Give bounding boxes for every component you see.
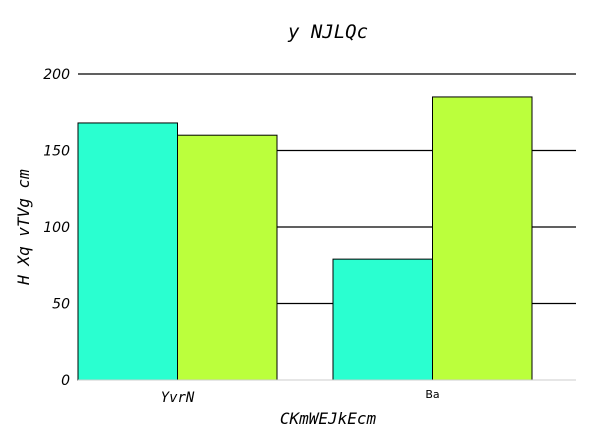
x-tick-label-Ba: Ba	[425, 388, 439, 401]
y-tick-label-50: 50	[52, 297, 70, 313]
bar-Ba-series-2	[432, 96, 533, 381]
bars	[77, 96, 533, 381]
chart-title: y NJLQc	[287, 21, 368, 43]
y-tick-label-100: 100	[43, 220, 70, 236]
y-tick-label-150: 150	[43, 144, 70, 160]
y-axis-title: H Xq vTVg cm	[14, 169, 33, 286]
x-axis-ticks: YvrN Ba	[161, 388, 440, 406]
x-tick-label-YvrN: YvrN	[161, 390, 195, 406]
y-axis-ticks: 0 50 100 150 200	[43, 67, 70, 389]
bar-YvrN-series-2	[177, 134, 278, 381]
y-tick-label-200: 200	[43, 67, 70, 83]
x-axis-title: CKmWEJkEcm	[280, 409, 377, 428]
bar-YvrN-series-1	[77, 122, 178, 381]
y-tick-label-0: 0	[61, 373, 70, 389]
bar-Ba-series-1	[332, 258, 433, 381]
